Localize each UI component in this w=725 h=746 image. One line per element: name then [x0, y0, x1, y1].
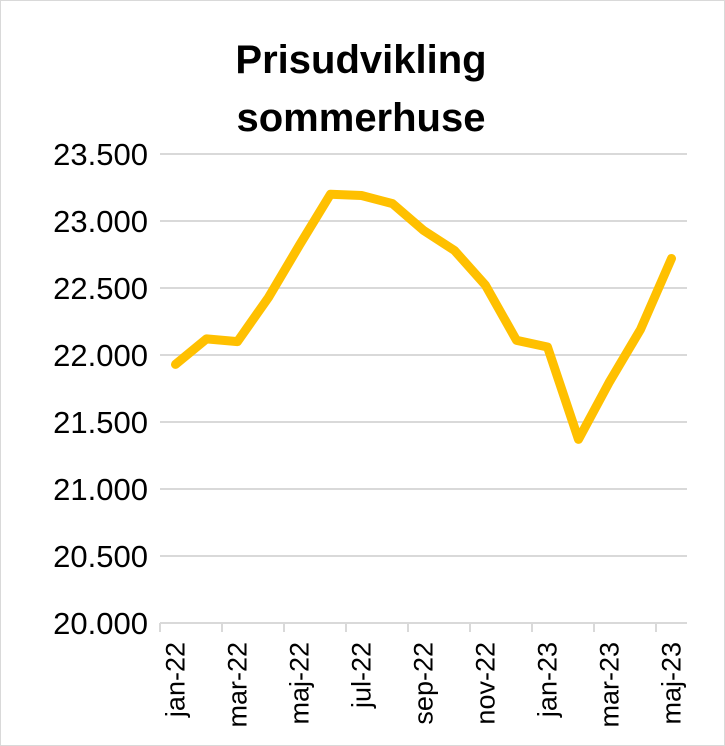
- x-tick-label: jul-22: [347, 642, 377, 709]
- y-tick-label: 20.000: [53, 606, 148, 641]
- y-tick-label: 20.500: [53, 539, 148, 574]
- x-axis: [159, 622, 687, 632]
- x-tick-label: mar-23: [595, 642, 625, 728]
- series-line-0: [171, 189, 676, 444]
- y-tick-label: 21.000: [53, 472, 148, 507]
- x-tick-label: maj-22: [285, 642, 315, 725]
- x-tick-label: jan-23: [533, 642, 563, 718]
- chart-title: Prisudvikling sommerhuse: [121, 31, 601, 147]
- x-tick-label: nov-22: [471, 642, 501, 725]
- chart-title-line-2: sommerhuse: [236, 96, 486, 140]
- series-layer: [171, 189, 676, 444]
- x-tick-label: sep-22: [409, 642, 439, 725]
- x-tick-label: mar-22: [223, 642, 253, 728]
- x-tick-label: maj-23: [657, 642, 687, 725]
- y-tick-label: 22.000: [53, 338, 148, 373]
- y-tick-label: 22.500: [53, 271, 148, 306]
- y-tick-label: 21.500: [53, 405, 148, 440]
- gridlines: [160, 153, 687, 557]
- y-tick-label: 23.500: [53, 137, 148, 172]
- x-axis-tick-labels: jan-22 mar-22 maj-22 jul-22 sep-22 nov-22 jan-…: [161, 642, 687, 728]
- x-tick-label: jan-22: [161, 642, 191, 718]
- y-axis-tick-labels: 20.000 20.500 21.000 21.500 22.000 22.500 23.0…: [53, 137, 148, 641]
- y-tick-label: 23.000: [53, 204, 148, 239]
- chart-title-line-1: Prisudvikling: [235, 38, 487, 82]
